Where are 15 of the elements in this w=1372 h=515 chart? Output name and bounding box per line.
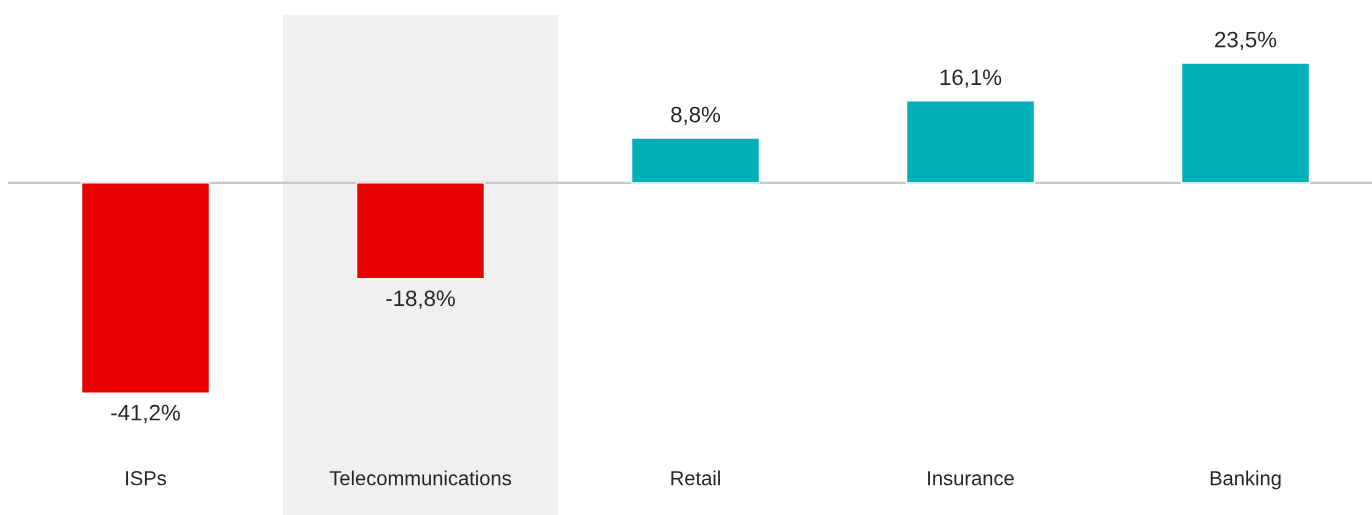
- data-label: 16,1%: [940, 69, 1002, 88]
- data-label: -41,2%: [111, 404, 180, 424]
- x-tick-label: Retail: [671, 470, 720, 486]
- x-tick-label: Insurance: [928, 471, 1014, 486]
- x-tick-label: Banking: [1210, 470, 1281, 490]
- bar: [630, 137, 761, 184]
- bar: [355, 182, 486, 280]
- x-tick-label: Telecommunications: [329, 470, 511, 486]
- bar: [905, 100, 1036, 184]
- bar: [1180, 62, 1311, 184]
- data-label: 8,8%: [671, 106, 721, 126]
- data-label: 23,5%: [1215, 31, 1277, 51]
- bar: [80, 182, 211, 394]
- x-tick-label: ISPs: [126, 471, 167, 486]
- data-label: -18,8%: [386, 290, 455, 309]
